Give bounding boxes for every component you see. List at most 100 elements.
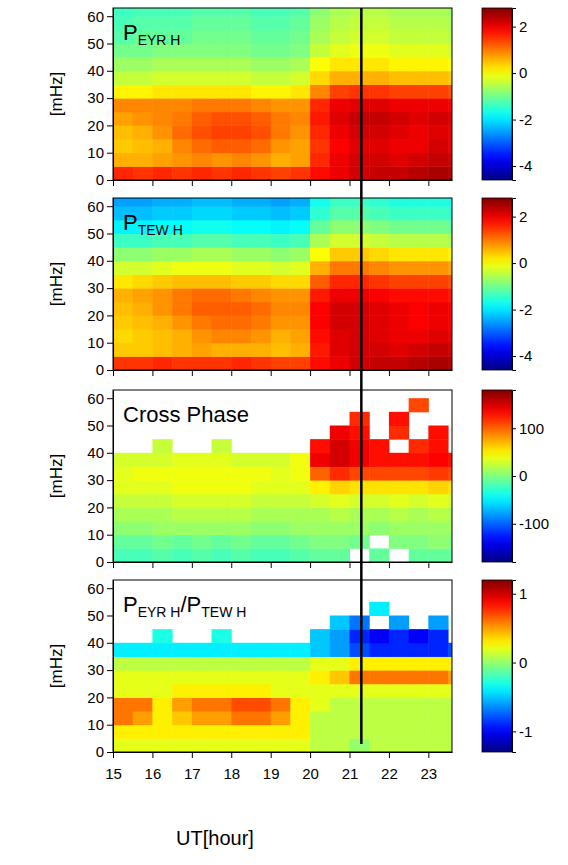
colorbar-tick: 2 <box>512 208 527 225</box>
cell <box>192 738 212 752</box>
cell <box>409 220 429 234</box>
x-tick-mark <box>192 370 193 376</box>
cell <box>310 480 330 494</box>
y-tick-mark <box>107 71 113 72</box>
cell <box>212 30 232 44</box>
y-tick: 10 <box>87 526 113 543</box>
cell <box>113 274 133 288</box>
cell <box>389 615 409 629</box>
colorbar-axis: -4-202 <box>512 9 532 181</box>
cell <box>428 206 448 220</box>
cell <box>369 206 389 220</box>
y-axis-title: [mHz] <box>47 72 66 116</box>
cell <box>290 274 310 288</box>
cell <box>271 521 291 535</box>
cell <box>172 139 192 153</box>
cell <box>133 738 153 752</box>
cell <box>409 288 429 302</box>
x-tick <box>389 562 390 568</box>
colorbar-tick-label: -4 <box>519 157 532 174</box>
cell <box>448 166 452 180</box>
cell <box>330 725 350 739</box>
cell <box>152 288 172 302</box>
cell <box>409 43 429 57</box>
x-tick-mark <box>231 370 232 376</box>
colorbar-axis-line <box>513 391 517 563</box>
colorbar-tick: -1 <box>512 723 532 740</box>
cell <box>350 356 370 370</box>
y-tick: 20 <box>87 689 113 706</box>
cell <box>310 466 330 480</box>
cell <box>152 738 172 752</box>
cell <box>409 439 429 453</box>
cell <box>192 220 212 234</box>
cell <box>290 57 310 71</box>
cell <box>290 507 310 521</box>
cell <box>448 302 452 316</box>
cell <box>133 548 153 562</box>
cell <box>310 329 330 343</box>
cell <box>133 198 153 207</box>
cell <box>212 629 232 643</box>
colorbar-tick-mark <box>512 594 516 595</box>
cell <box>133 315 153 329</box>
cell <box>310 521 330 535</box>
cell <box>192 198 212 207</box>
cell <box>152 315 172 329</box>
cell <box>231 329 251 343</box>
cell <box>369 684 389 698</box>
y-tick-label: 50 <box>87 417 104 434</box>
cell <box>172 98 192 112</box>
cell <box>172 725 192 739</box>
cell <box>330 453 350 467</box>
x-tick-mark <box>152 370 153 376</box>
x-tick <box>389 180 390 186</box>
cell <box>369 220 389 234</box>
cell <box>231 261 251 275</box>
cell <box>369 125 389 139</box>
cell <box>172 656 192 670</box>
cell <box>428 356 448 370</box>
cell <box>251 112 271 126</box>
y-tick-label: 0 <box>96 553 104 570</box>
colorbar-tick-mark <box>512 27 516 28</box>
cell <box>330 329 350 343</box>
cell <box>409 629 429 643</box>
cell <box>251 125 271 139</box>
y-tick-mark <box>107 206 113 207</box>
cell <box>428 535 448 549</box>
cell <box>428 507 448 521</box>
cell <box>330 261 350 275</box>
cell <box>310 711 330 725</box>
cell <box>290 711 310 725</box>
cell <box>389 684 409 698</box>
cell <box>231 247 251 261</box>
cell <box>448 480 452 494</box>
cell <box>133 8 153 17</box>
x-tick <box>389 370 390 376</box>
y-axis-line <box>113 391 114 563</box>
x-axis <box>114 180 453 186</box>
cell <box>231 494 251 508</box>
cell <box>330 425 350 439</box>
cell <box>369 343 389 357</box>
cell <box>310 315 330 329</box>
y-tick: 20 <box>87 307 113 324</box>
cell <box>290 725 310 739</box>
y-tick: 60 <box>87 7 113 24</box>
cell <box>389 43 409 57</box>
cell <box>310 71 330 85</box>
cell <box>409 71 429 85</box>
cell <box>152 453 172 467</box>
cell <box>330 153 350 167</box>
y-tick-mark <box>107 16 113 17</box>
cell <box>172 494 192 508</box>
cell <box>271 548 291 562</box>
x-tick-mark <box>389 562 390 568</box>
y-tick-mark <box>107 535 113 536</box>
y-tick-label: 30 <box>87 279 104 296</box>
cell <box>113 725 133 739</box>
cell <box>271 16 291 30</box>
cell <box>251 139 271 153</box>
cell <box>113 233 133 247</box>
